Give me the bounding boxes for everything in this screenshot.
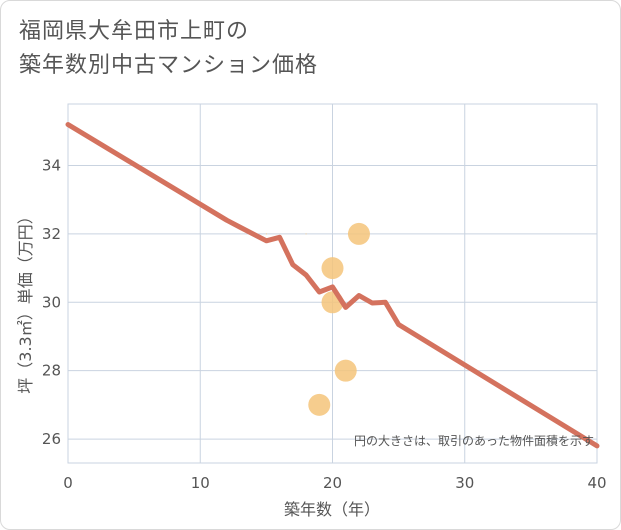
x-tick-label: 20 bbox=[323, 474, 342, 492]
trend-line bbox=[65, 122, 600, 449]
chart-title-line-2: 築年数別中古マンション価格 bbox=[19, 53, 319, 78]
chart-title-line-1: 福岡県大牟田市上町の bbox=[19, 19, 250, 44]
plot-area-frame bbox=[67, 103, 598, 464]
x-axis-label: 築年数（年） bbox=[284, 500, 380, 519]
x-tick-label: 10 bbox=[191, 474, 210, 492]
x-tick-label: 30 bbox=[455, 474, 474, 492]
bubble-layer bbox=[265, 222, 370, 416]
bubble-point bbox=[305, 233, 307, 235]
bubble-point bbox=[308, 393, 331, 416]
grid-lines bbox=[68, 104, 597, 463]
bubble-point bbox=[334, 359, 357, 382]
y-tick-label: 32 bbox=[42, 225, 61, 243]
chart-title: 福岡県大牟田市上町の 築年数別中古マンション価格 bbox=[19, 15, 318, 83]
bubble-point bbox=[321, 257, 344, 280]
tick-labels: 0 10 20 30 40 26 28 30 32 34 bbox=[42, 157, 607, 492]
bubble-size-note: 円の大きさは、取引のあった物件面積を示す bbox=[354, 433, 594, 448]
y-tick-label: 28 bbox=[42, 362, 61, 380]
x-tick-label: 40 bbox=[587, 474, 606, 492]
bubble-point bbox=[347, 222, 370, 245]
bubble-point bbox=[265, 233, 267, 235]
y-axis-label: 坪（3.3㎡）単価（万円） bbox=[16, 208, 35, 393]
y-tick-label: 34 bbox=[42, 157, 61, 175]
y-tick-label: 30 bbox=[42, 293, 61, 311]
y-tick-label: 26 bbox=[42, 430, 61, 448]
trend-layer bbox=[65, 122, 600, 449]
x-tick-label: 0 bbox=[63, 474, 73, 492]
